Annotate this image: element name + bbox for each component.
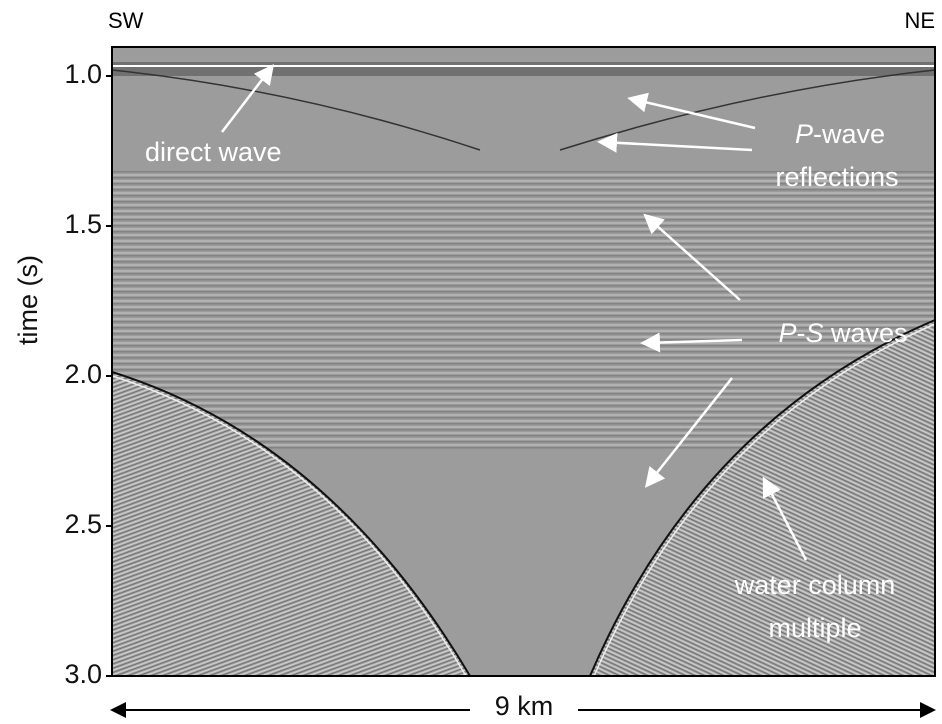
y-tick-label: 3.0 (64, 659, 102, 689)
annotation: water column (734, 570, 896, 600)
y-tick-label: 2.5 (64, 509, 102, 539)
arrow (597, 132, 753, 153)
y-axis-label: time (s) (13, 255, 43, 345)
arrow (762, 476, 808, 561)
y-tick-label: 2.0 (64, 359, 102, 389)
arrow (221, 64, 275, 133)
annotation-part: P (778, 318, 796, 348)
section-image (111, 46, 936, 677)
arrows (221, 64, 808, 561)
arrow (644, 377, 733, 488)
annotation: direct wave (145, 137, 282, 167)
annotation-part: P (795, 119, 813, 149)
arrow (643, 213, 741, 301)
y-tick-label: 1.0 (64, 59, 102, 89)
annotation: P-S waves (778, 318, 907, 348)
annotation-part: waves (823, 318, 907, 348)
annotation: reflections (775, 162, 898, 192)
annotation-part: -wave (813, 119, 885, 149)
scale-bar: 9 km (110, 691, 936, 721)
annotation: multiple (768, 613, 861, 643)
left-label: SW (108, 8, 144, 33)
annotation-part: S (805, 318, 823, 348)
annotation: P-wave (795, 119, 885, 149)
scale-label: 9 km (495, 691, 554, 721)
y-tick-label: 1.5 (64, 209, 102, 239)
y-axis: 1.0 1.5 2.0 2.5 3.0 (64, 59, 112, 689)
right-label: NE (904, 8, 935, 33)
arrow (627, 92, 756, 130)
annotation-part: - (796, 318, 805, 348)
arrow (640, 332, 743, 353)
